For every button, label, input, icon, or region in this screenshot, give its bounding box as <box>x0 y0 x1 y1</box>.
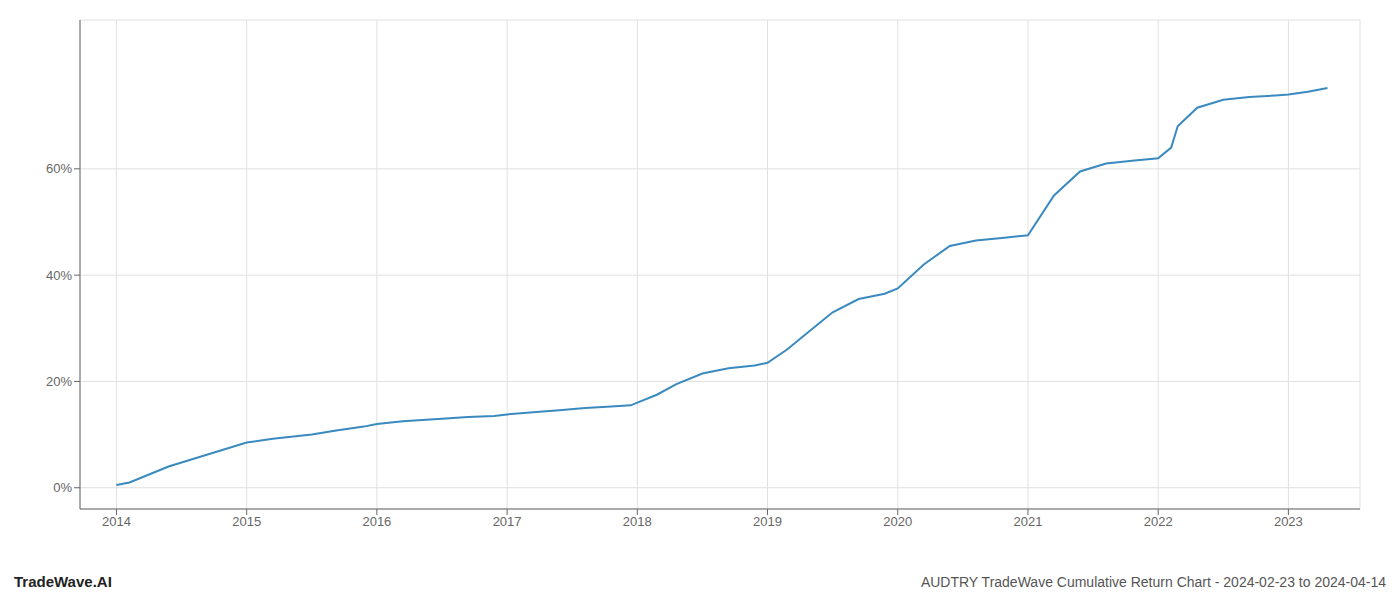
svg-text:2021: 2021 <box>1013 514 1042 529</box>
svg-text:2020: 2020 <box>883 514 912 529</box>
svg-text:40%: 40% <box>46 268 72 283</box>
html-text:TradeWave.AI: TradeWave.AI <box>14 573 112 590</box>
svg-text:2019: 2019 <box>753 514 782 529</box>
svg-text:2014: 2014 <box>102 514 131 529</box>
html-text:AUDTRY TradeWave Cumulative Re: AUDTRY TradeWave Cumulative Return Chart… <box>920 574 1386 590</box>
svg-text:20%: 20% <box>46 374 72 389</box>
svg-text:2023: 2023 <box>1274 514 1303 529</box>
svg-text:2016: 2016 <box>362 514 391 529</box>
svg-text:2017: 2017 <box>493 514 522 529</box>
svg-text:60%: 60% <box>46 161 72 176</box>
svg-text:2022: 2022 <box>1144 514 1173 529</box>
svg-text:0%: 0% <box>53 480 72 495</box>
svg-text:2018: 2018 <box>623 514 652 529</box>
svg-text:2015: 2015 <box>232 514 261 529</box>
